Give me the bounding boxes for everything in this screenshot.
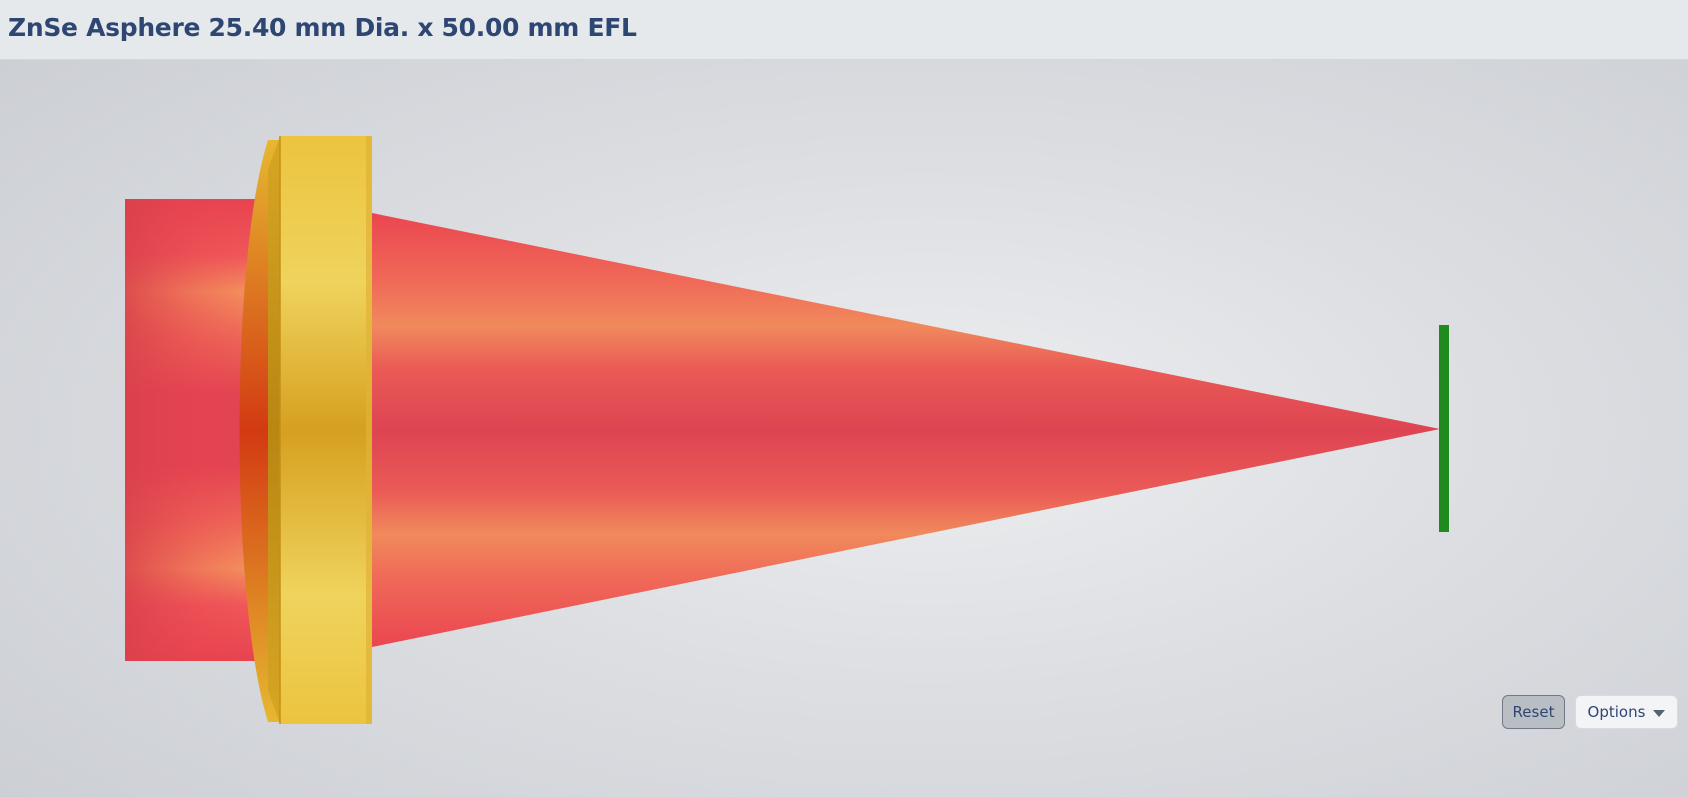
reset-button-label: Reset <box>1512 703 1555 721</box>
reset-button[interactable]: Reset <box>1502 695 1565 729</box>
options-button[interactable]: Options <box>1575 695 1678 729</box>
detector-plane[interactable] <box>1439 325 1449 532</box>
optical-viewport[interactable] <box>0 60 1688 797</box>
chevron-down-icon <box>1653 709 1666 717</box>
options-button-label: Options <box>1587 703 1646 721</box>
focused-beam <box>372 213 1440 647</box>
page-title: ZnSe Asphere 25.40 mm Dia. x 50.00 mm EF… <box>8 13 637 42</box>
header-bar: ZnSe Asphere 25.40 mm Dia. x 50.00 mm EF… <box>0 0 1688 60</box>
asphere-lens[interactable] <box>239 136 373 724</box>
ray-trace-scene[interactable] <box>0 60 1688 797</box>
